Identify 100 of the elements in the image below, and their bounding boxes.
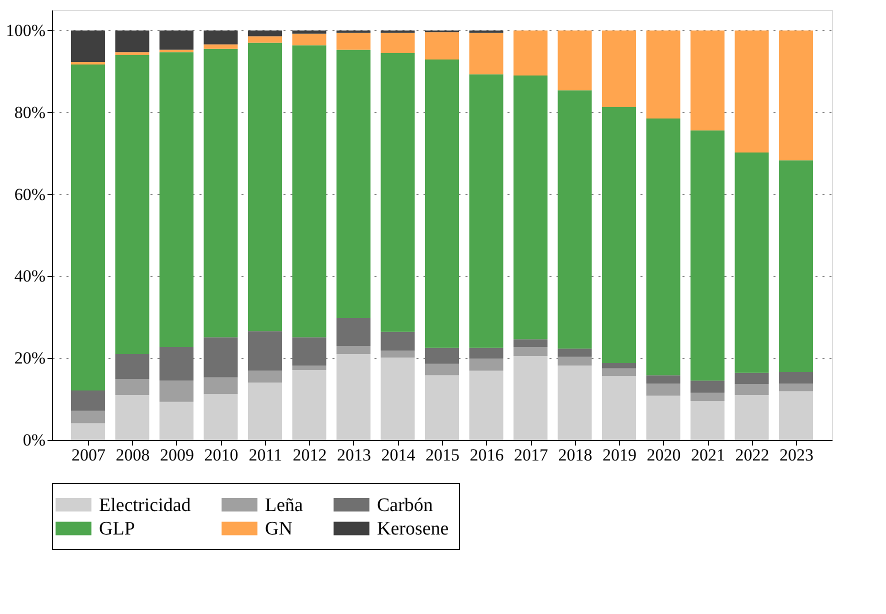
bar xyxy=(204,48,238,338)
bar xyxy=(558,30,592,90)
x-tick-label: 2007 xyxy=(71,446,106,464)
bar xyxy=(292,34,326,46)
bar xyxy=(558,365,592,440)
y-tick-label: 60% xyxy=(14,184,46,204)
bar xyxy=(779,383,814,392)
bar xyxy=(690,130,725,381)
bar xyxy=(336,346,370,354)
bar xyxy=(469,370,504,440)
bar xyxy=(292,45,326,338)
legend-label: Carbón xyxy=(377,494,434,516)
y-tick-label: 20% xyxy=(14,348,46,368)
bar xyxy=(159,402,194,440)
y-tick-label: 80% xyxy=(14,102,46,122)
bar xyxy=(115,52,150,56)
x-tick-label: 2017 xyxy=(514,446,549,464)
legend-label: GLP xyxy=(99,518,135,540)
y-tick-label: 0% xyxy=(22,430,46,450)
bar xyxy=(204,44,238,49)
x-tick-label: 2010 xyxy=(204,446,238,464)
y-tick-label: 40% xyxy=(14,266,46,286)
legend-label: GN xyxy=(265,518,293,540)
bar xyxy=(380,332,415,351)
bar xyxy=(70,390,105,411)
bar xyxy=(690,380,725,393)
x-tick-label: 2019 xyxy=(602,446,637,464)
bar xyxy=(779,160,814,372)
x-tick-label: 2009 xyxy=(160,446,194,464)
bar xyxy=(469,74,504,348)
bar xyxy=(514,30,548,76)
bar xyxy=(690,392,725,402)
bar xyxy=(159,347,194,381)
legend-label: Kerosene xyxy=(377,518,449,540)
bar xyxy=(248,331,282,371)
bar xyxy=(646,375,680,384)
bar xyxy=(380,53,415,332)
bar xyxy=(248,370,282,383)
bar xyxy=(558,90,592,349)
bar xyxy=(690,401,725,440)
bar xyxy=(469,348,504,359)
x-tick-label: 2014 xyxy=(381,446,416,464)
bar xyxy=(602,376,636,440)
bar xyxy=(159,380,194,402)
x-tick-label: 2015 xyxy=(426,446,460,464)
bar xyxy=(248,382,282,440)
bar xyxy=(159,50,194,52)
bar xyxy=(469,358,504,371)
bar xyxy=(779,391,814,440)
bar xyxy=(336,50,370,318)
bar xyxy=(514,76,548,340)
bar xyxy=(204,30,238,44)
bar xyxy=(292,30,326,34)
bar xyxy=(115,30,150,52)
bar xyxy=(115,55,150,354)
bar xyxy=(292,337,326,366)
bar xyxy=(558,356,592,366)
bar xyxy=(558,348,592,357)
bar xyxy=(690,30,725,130)
bar xyxy=(159,30,194,50)
bar xyxy=(425,60,459,348)
bar xyxy=(602,30,636,108)
bar xyxy=(734,152,769,373)
x-tick-label: 2008 xyxy=(116,446,150,464)
x-tick-label: 2012 xyxy=(292,446,327,464)
bar xyxy=(514,339,548,348)
bar xyxy=(204,377,238,394)
bar xyxy=(380,30,415,33)
bar xyxy=(380,350,415,358)
x-tick-label: 2016 xyxy=(470,446,504,464)
bar xyxy=(292,370,326,440)
x-tick-label: 2011 xyxy=(248,446,282,464)
legend-label: Electricidad xyxy=(99,494,192,516)
bar xyxy=(602,363,636,368)
bar xyxy=(248,36,282,43)
bar xyxy=(602,368,636,376)
bar xyxy=(646,118,680,376)
bar xyxy=(602,107,636,364)
bar xyxy=(380,32,415,53)
bar xyxy=(70,423,105,440)
bar xyxy=(248,42,282,332)
x-tick-label: 2020 xyxy=(646,446,681,464)
bar xyxy=(380,358,415,440)
bar xyxy=(115,378,150,395)
bar xyxy=(159,52,194,348)
bar xyxy=(514,356,548,440)
x-tick-label: 2023 xyxy=(780,446,814,464)
bar xyxy=(115,354,150,379)
bar xyxy=(204,394,238,440)
bar xyxy=(425,375,459,440)
bar xyxy=(70,410,105,424)
bar xyxy=(70,64,105,390)
bar xyxy=(734,372,769,384)
bar xyxy=(70,30,105,62)
x-tick-label: 2018 xyxy=(558,446,592,464)
legend-label: Leña xyxy=(265,494,304,516)
bar xyxy=(734,30,769,153)
bar xyxy=(514,347,548,356)
bar xyxy=(779,372,814,384)
x-tick-label: 2022 xyxy=(735,446,770,464)
